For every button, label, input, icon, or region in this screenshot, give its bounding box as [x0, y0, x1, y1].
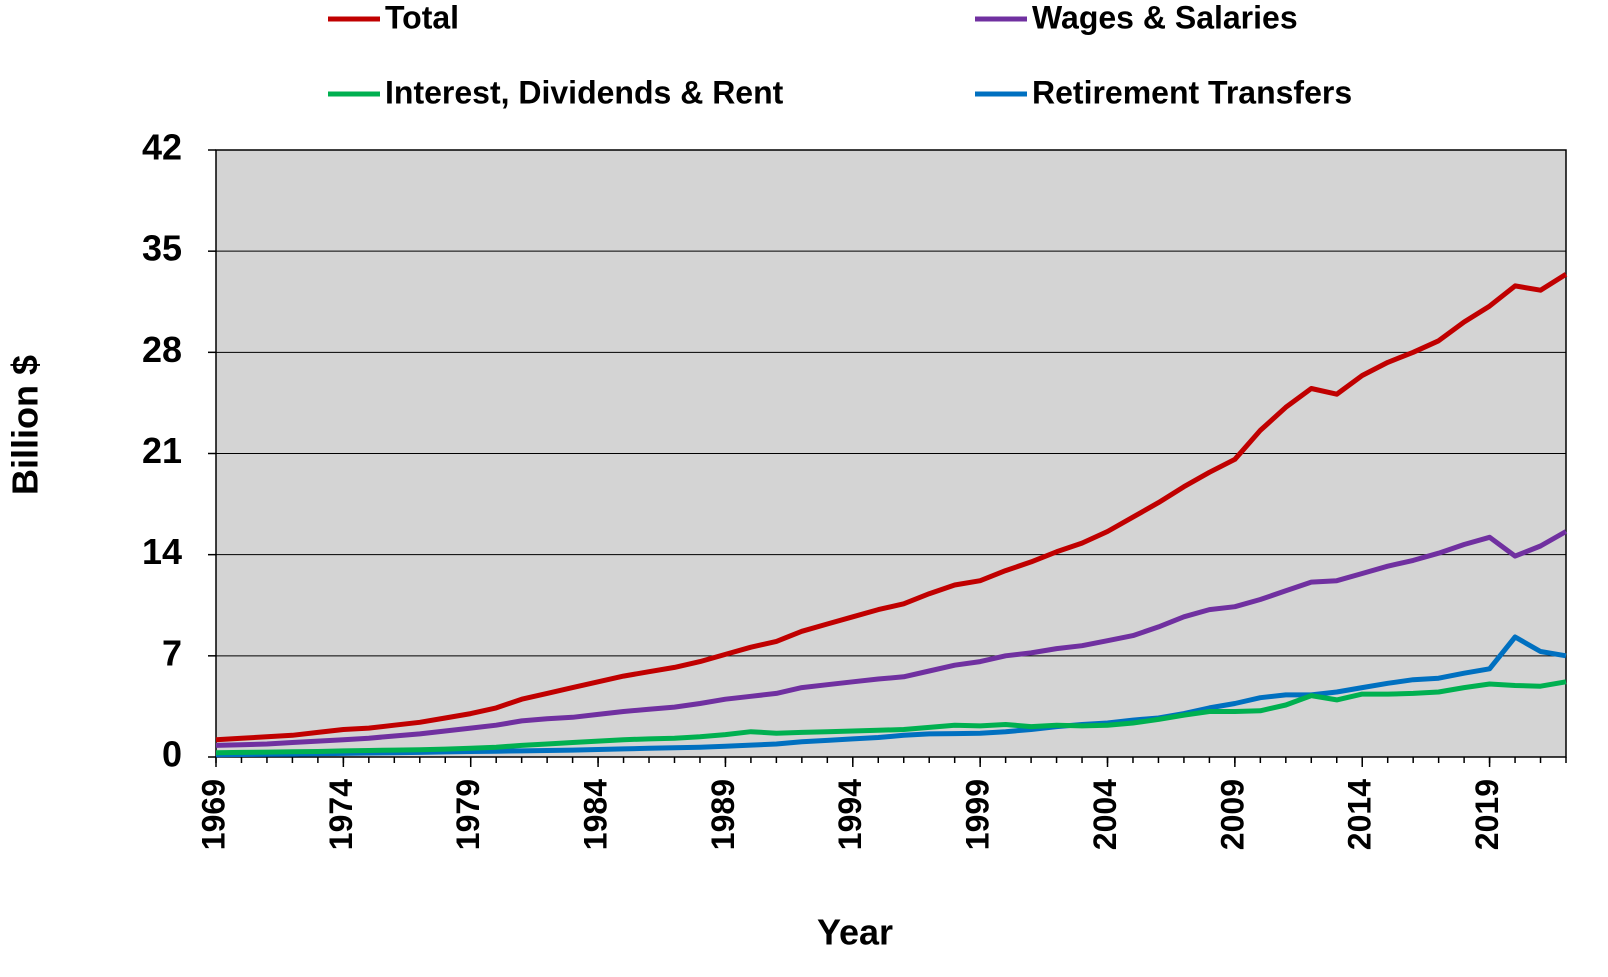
legend-label: Retirement Transfers	[1032, 74, 1352, 110]
y-tick-label: 28	[142, 329, 182, 370]
x-tick-label: 1974	[323, 779, 359, 850]
plot-border	[215, 149, 1567, 758]
y-tick-label: 7	[162, 632, 182, 673]
series-line	[215, 679, 1567, 756]
x-tick-label: 1999	[960, 779, 996, 850]
legend-label: Wages & Salaries	[1032, 0, 1298, 35]
y-tick-label: 14	[142, 531, 182, 572]
series-line	[215, 272, 1568, 743]
x-axis-title: Year	[817, 912, 893, 953]
y-axis-title: Billion $	[5, 355, 46, 495]
x-tick-label: 2004	[1087, 779, 1123, 850]
x-tick-label: 1969	[195, 779, 231, 850]
y-tick-label: 35	[142, 228, 182, 269]
legend-label: Total	[385, 0, 459, 35]
x-tick-label: 1989	[705, 779, 741, 850]
x-tick-label: 2019	[1469, 779, 1505, 850]
x-tick-label: 2014	[1342, 779, 1378, 850]
y-tick-label: 21	[142, 430, 182, 471]
x-tick-label: 2009	[1214, 779, 1250, 850]
y-tick-label: 0	[162, 734, 182, 775]
x-tick-label: 1979	[450, 779, 486, 850]
x-tick-label: 1984	[578, 779, 614, 850]
y-tick-label: 42	[142, 127, 182, 168]
series-line	[215, 529, 1568, 748]
series-line	[215, 634, 1567, 758]
legend-label: Interest, Dividends & Rent	[385, 74, 784, 110]
x-tick-label: 1994	[832, 779, 868, 850]
